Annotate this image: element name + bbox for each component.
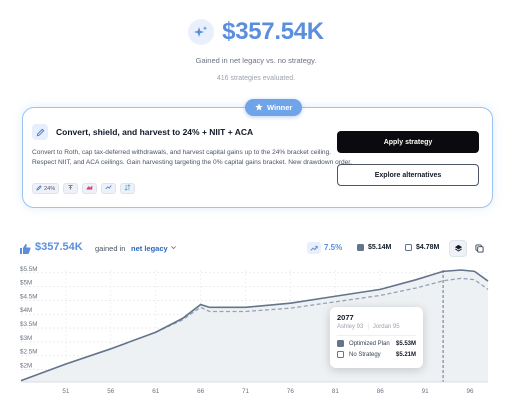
- winner-badge: Winner: [245, 99, 303, 116]
- x-tick-label: 56: [107, 388, 115, 395]
- tooltip-year: 2077: [337, 313, 354, 322]
- tooltip-divider: [337, 335, 416, 336]
- y-tick-label: $2M: [20, 363, 32, 370]
- legend-optimized-swatch: [357, 244, 364, 251]
- chip-trend: [101, 183, 117, 194]
- tooltip-age-2: Jordan 95: [372, 324, 400, 330]
- optimized-line: [20, 269, 489, 382]
- x-tick-label: 61: [152, 388, 160, 395]
- chip-bracket: 24%: [32, 183, 60, 194]
- x-tick-label: 96: [467, 388, 475, 395]
- tax-icon: [67, 184, 74, 193]
- shield-icon: [86, 184, 93, 193]
- winner-badge-label: Winner: [267, 103, 293, 112]
- star-icon: [255, 102, 263, 113]
- x-tick-label: 66: [197, 388, 205, 395]
- metric-selector-label: net legacy: [131, 244, 168, 253]
- chart-tooltip: 2077 Ashley 93 | Jordan 95 Optimized Pla…: [330, 307, 423, 368]
- layers-toggle-button[interactable]: [449, 240, 467, 257]
- gain-percent: 7.5%: [324, 243, 343, 252]
- legend-no-strategy-value: $4.78M: [416, 244, 440, 251]
- tooltip-row-optimized: Optimized Plan $5.53M: [337, 340, 416, 347]
- x-tick-label: 76: [287, 388, 295, 395]
- strategy-description: Convert to Roth, cap tax-deferred withdr…: [32, 149, 352, 166]
- gained-in-text: gained in: [95, 244, 126, 253]
- thumbs-up-icon: [19, 242, 31, 260]
- sort-icon: [124, 184, 131, 193]
- chart-gain-amount: $357.54K: [35, 241, 83, 253]
- strategies-count: 416 strategies evaluated.: [216, 75, 296, 82]
- x-tick-label: 71: [242, 388, 250, 395]
- trend-up-icon: [307, 242, 321, 254]
- y-tick-label: $2.5M: [20, 349, 38, 356]
- tooltip-no-strategy-label: No Strategy: [349, 351, 381, 358]
- hero-section: $357.54K Gained in net legacy vs. no str…: [0, 16, 512, 82]
- chip-sort: [120, 183, 136, 194]
- layers-icon: [454, 240, 463, 258]
- winner-strategy-card: Winner Convert, shield, and harvest to 2…: [22, 99, 493, 208]
- tooltip-separator: |: [367, 324, 369, 330]
- chip-label: 24%: [44, 185, 56, 192]
- hero-subtitle: Gained in net legacy vs. no strategy.: [195, 56, 317, 65]
- tooltip-no-strategy-swatch: [337, 351, 344, 358]
- x-tick-label: 86: [377, 388, 385, 395]
- strategy-chips: 24%: [32, 183, 136, 194]
- tooltip-optimized-label: Optimized Plan: [349, 340, 390, 347]
- metric-selector[interactable]: net legacy: [131, 244, 177, 253]
- explore-alternatives-button[interactable]: Explore alternatives: [337, 164, 479, 186]
- pencil-icon: [32, 124, 48, 140]
- trend-icon: [105, 184, 112, 193]
- y-tick-label: $3M: [20, 335, 32, 342]
- y-tick-label: $5M: [20, 280, 32, 287]
- chip-tax: [63, 183, 79, 194]
- y-tick-label: $4M: [20, 307, 32, 314]
- tooltip-no-strategy-value: $5.21M: [395, 351, 416, 358]
- copy-button[interactable]: [470, 240, 488, 257]
- x-tick-label: 81: [332, 388, 340, 395]
- legend-optimized-value: $5.14M: [368, 244, 392, 251]
- tooltip-ages: Ashley 93 | Jordan 95: [337, 324, 416, 330]
- y-tick-label: $5.5M: [20, 266, 38, 273]
- tooltip-row-no-strategy: No Strategy $5.21M: [337, 351, 416, 358]
- tooltip-optimized-value: $5.53M: [395, 340, 416, 347]
- legacy-chart[interactable]: $2M $2.5M $3M $3.5M $4M $4.5M $5M $5.5M 51 56 61 66…: [0, 262, 512, 397]
- chevron-down-icon: [170, 244, 177, 253]
- copy-icon: [474, 240, 484, 258]
- chart-header: $357.54K gained in net legacy 7.5% $5.14…: [19, 240, 493, 258]
- legend-no-strategy[interactable]: $4.78M: [405, 244, 439, 251]
- sparkle-icon: [188, 19, 215, 45]
- chip-shield: [82, 183, 98, 194]
- y-tick-label: $3.5M: [20, 321, 38, 328]
- strategy-title: Convert, shield, and harvest to 24% + NI…: [56, 127, 254, 137]
- x-tick-label: 51: [62, 388, 70, 395]
- hero-amount: $357.54K: [222, 18, 324, 45]
- tooltip-optimized-swatch: [337, 340, 344, 347]
- legend-no-strategy-swatch: [405, 244, 412, 251]
- x-tick-label: 91: [422, 388, 430, 395]
- apply-strategy-button[interactable]: Apply strategy: [337, 131, 479, 153]
- legend-optimized[interactable]: $5.14M: [357, 244, 391, 251]
- tooltip-age-1: Ashley 93: [337, 324, 364, 330]
- pencil-icon: [36, 184, 42, 193]
- y-tick-label: $4.5M: [20, 293, 38, 300]
